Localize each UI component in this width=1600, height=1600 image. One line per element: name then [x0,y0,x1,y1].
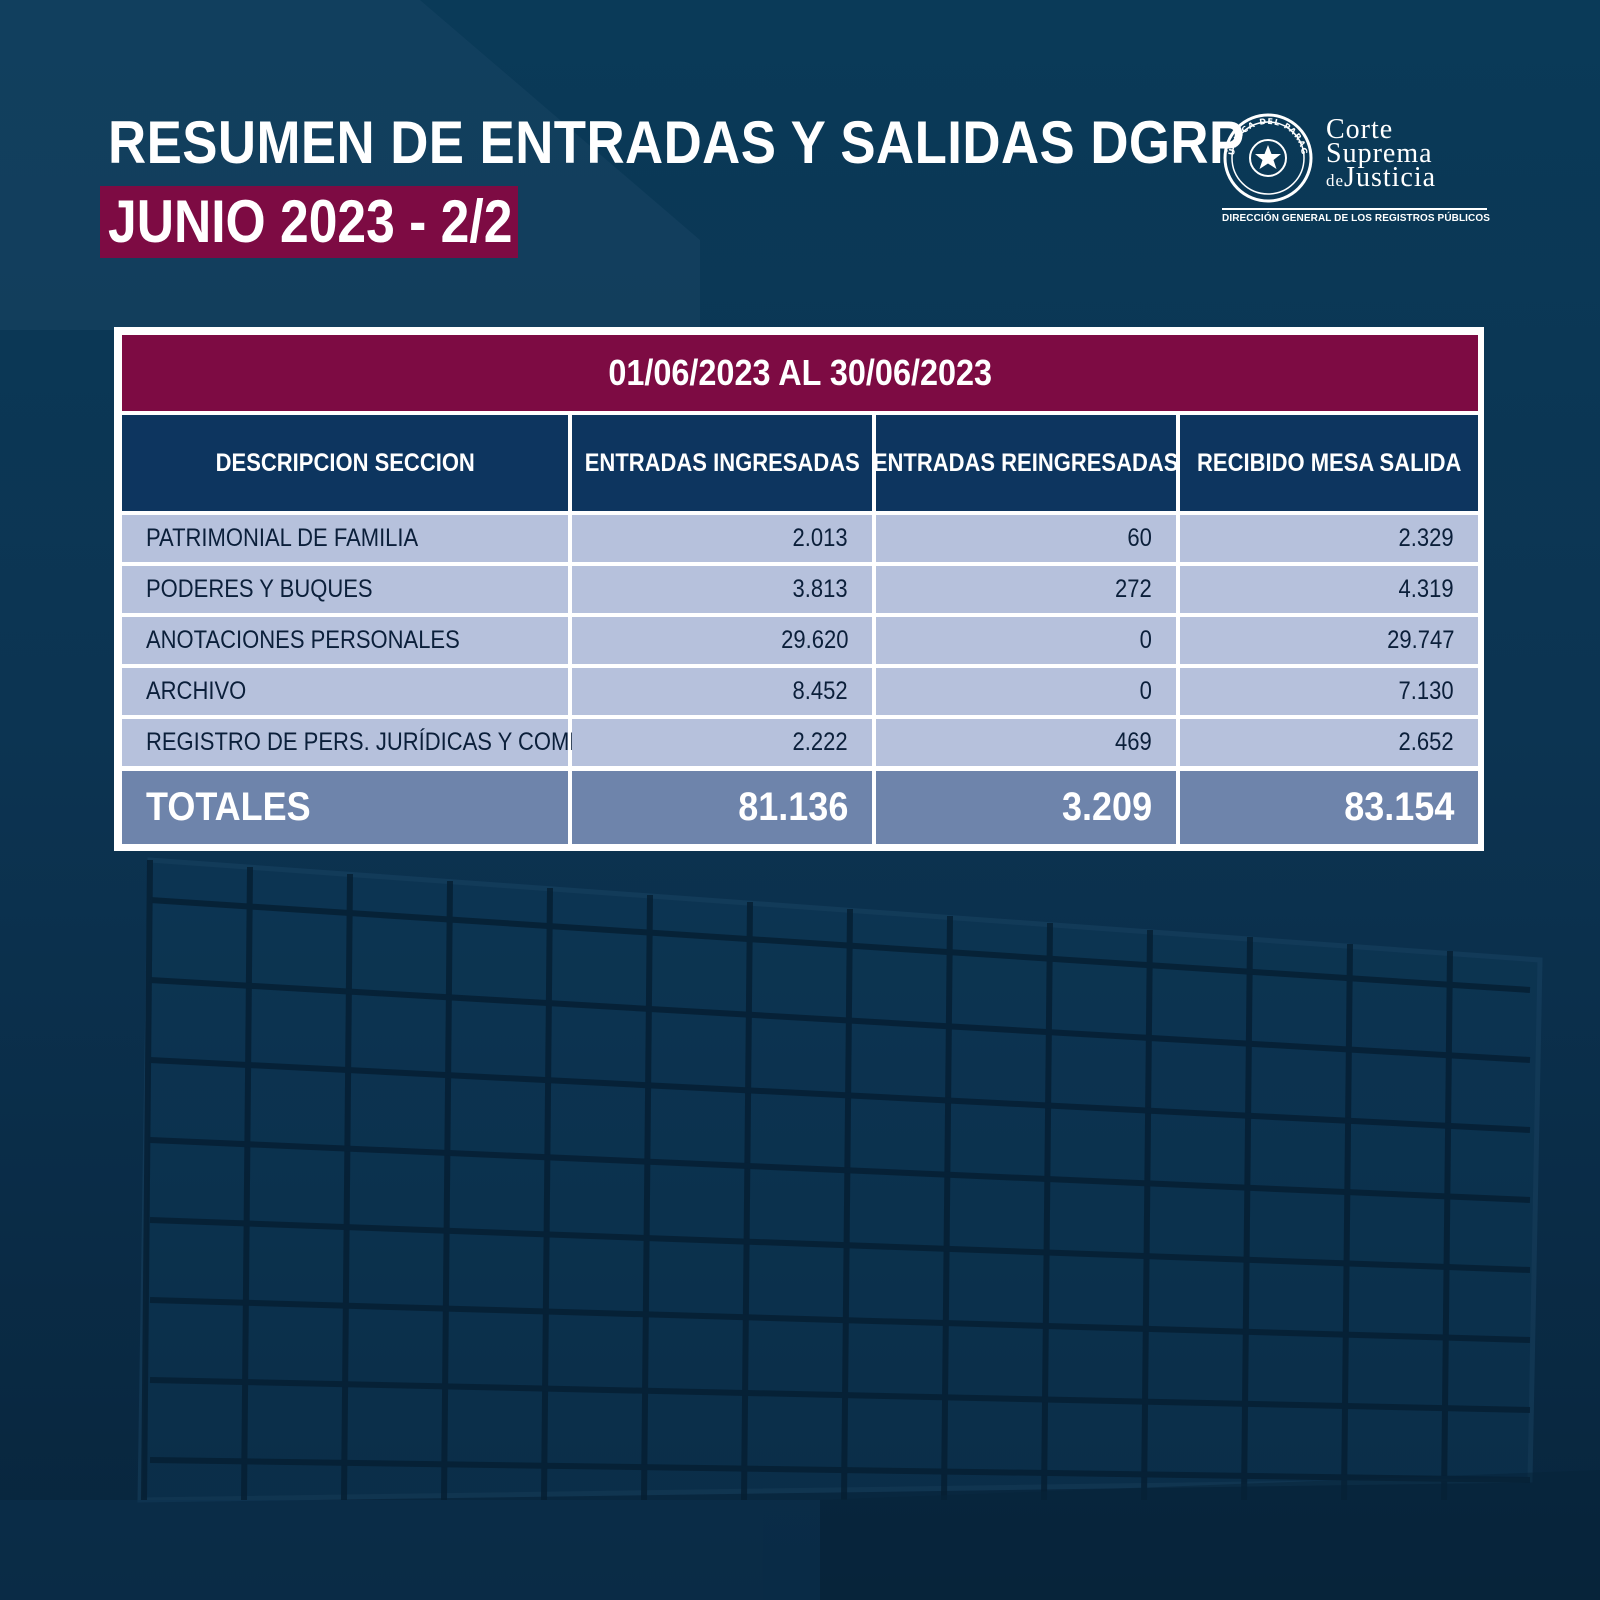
page-subtitle: JUNIO 2023 - 2/2 [108,188,513,255]
column-header-label: ENTRADAS INGRESADAS [584,448,860,477]
totals-value: 83.154 [1343,785,1454,829]
subtitle-highlight [100,186,518,258]
table-cell-reingresadas: 0 [876,617,1176,664]
period-label: 01/06/2023 AL 30/06/2023 [608,352,992,393]
table-cell-salida: 7.130 [1180,668,1478,715]
cell-value: 2.013 [792,524,848,552]
column-header-label: RECIBIDO MESA SALIDA [1196,448,1462,477]
corte-suprema-logo: REPÚBLICA DEL PARAGUAY Corte Suprema deJ… [1222,112,1491,237]
column-header-reingresadas: ENTRADAS REINGRESADAS [873,415,1179,511]
cell-value: 7.130 [1398,677,1454,705]
table-cell-salida: 29.747 [1180,617,1478,664]
cell-value: PATRIMONIAL DE FAMILIA [146,524,419,552]
column-header-label: ENTRADAS REINGRESADAS [873,448,1179,477]
table-cell-ingresadas: 3.813 [572,566,872,613]
cell-value: 29.747 [1386,626,1454,654]
table-cell-salida: 2.652 [1180,719,1478,766]
table-cell-descripcion: REGISTRO DE PERS. JURÍDICAS Y COMERCIO [122,719,639,766]
totals-value: 3.209 [1061,785,1152,829]
svg-text:REPÚBLICA DEL PARAGUAY: REPÚBLICA DEL PARAGUAY [1222,112,1309,156]
table-cell-salida: 2.329 [1180,515,1478,562]
table-cell-ingresadas: 2.013 [572,515,872,562]
cell-value: ANOTACIONES PERSONALES [146,626,460,654]
logo-line-suprema: Suprema [1326,138,1433,169]
logo-de: de [1326,171,1345,190]
totals-value: 81.136 [737,785,848,829]
totals-value: TOTALES [146,785,311,829]
table-period-header: 01/06/2023 AL 30/06/2023 [122,335,1478,411]
cell-value: 0 [1139,626,1152,654]
table-cell-descripcion: PATRIMONIAL DE FAMILIA [122,515,568,562]
table-cell-reingresadas: 60 [876,515,1176,562]
totals-cell-descripcion: TOTALES [122,771,568,844]
table-cell-reingresadas: 469 [876,719,1176,766]
cell-value: 29.620 [780,626,848,654]
table-cell-salida: 4.319 [1180,566,1478,613]
cell-value: 2.652 [1398,728,1454,756]
column-header-ingresadas: ENTRADAS INGRESADAS [572,415,872,511]
table-cell-descripcion: ANOTACIONES PERSONALES [122,617,568,664]
logo-line-justicia: deJusticia [1326,162,1436,194]
cell-value: 8.452 [792,677,848,705]
cell-value: ARCHIVO [146,677,247,705]
cell-value: REGISTRO DE PERS. JURÍDICAS Y COMERCIO [146,728,640,756]
page-title: RESUMEN DE ENTRADAS Y SALIDAS DGRP [108,109,1245,176]
table-cell-ingresadas: 29.620 [572,617,872,664]
totals-cell-salida: 83.154 [1180,771,1478,844]
table-cell-descripcion: ARCHIVO [122,668,568,715]
table-cell-reingresadas: 272 [876,566,1176,613]
cell-value: 2.329 [1398,524,1454,552]
column-header-label: DESCRIPCION SECCION [215,448,475,477]
seal-icon: REPÚBLICA DEL PARAGUAY [1222,112,1313,203]
table-cell-descripcion: PODERES Y BUQUES [122,566,568,613]
seal-text: REPÚBLICA DEL PARAGUAY [1222,112,1308,156]
table-cell-ingresadas: 2.222 [572,719,872,766]
column-header-salida: RECIBIDO MESA SALIDA [1180,415,1478,511]
logo-divider [1222,208,1487,210]
totals-cell-ingresadas: 81.136 [572,771,872,844]
cell-value: 0 [1139,677,1152,705]
logo-line-corte: Corte [1326,114,1394,145]
column-header-descripcion: DESCRIPCION SECCION [122,415,568,511]
table-cell-reingresadas: 0 [876,668,1176,715]
cell-value: 60 [1127,524,1152,552]
logo-justicia: Justicia [1344,162,1437,193]
cell-value: 3.813 [792,575,848,603]
logo-caption: DIRECCIÓN GENERAL DE LOS REGISTROS PÚBLI… [1222,213,1491,224]
cell-value: 4.319 [1398,575,1454,603]
totals-cell-reingresadas: 3.209 [876,771,1176,844]
table-cell-ingresadas: 8.452 [572,668,872,715]
cell-value: 272 [1115,575,1152,603]
cell-value: 2.222 [792,728,848,756]
cell-value: 469 [1115,728,1152,756]
cell-value: PODERES Y BUQUES [146,575,373,603]
